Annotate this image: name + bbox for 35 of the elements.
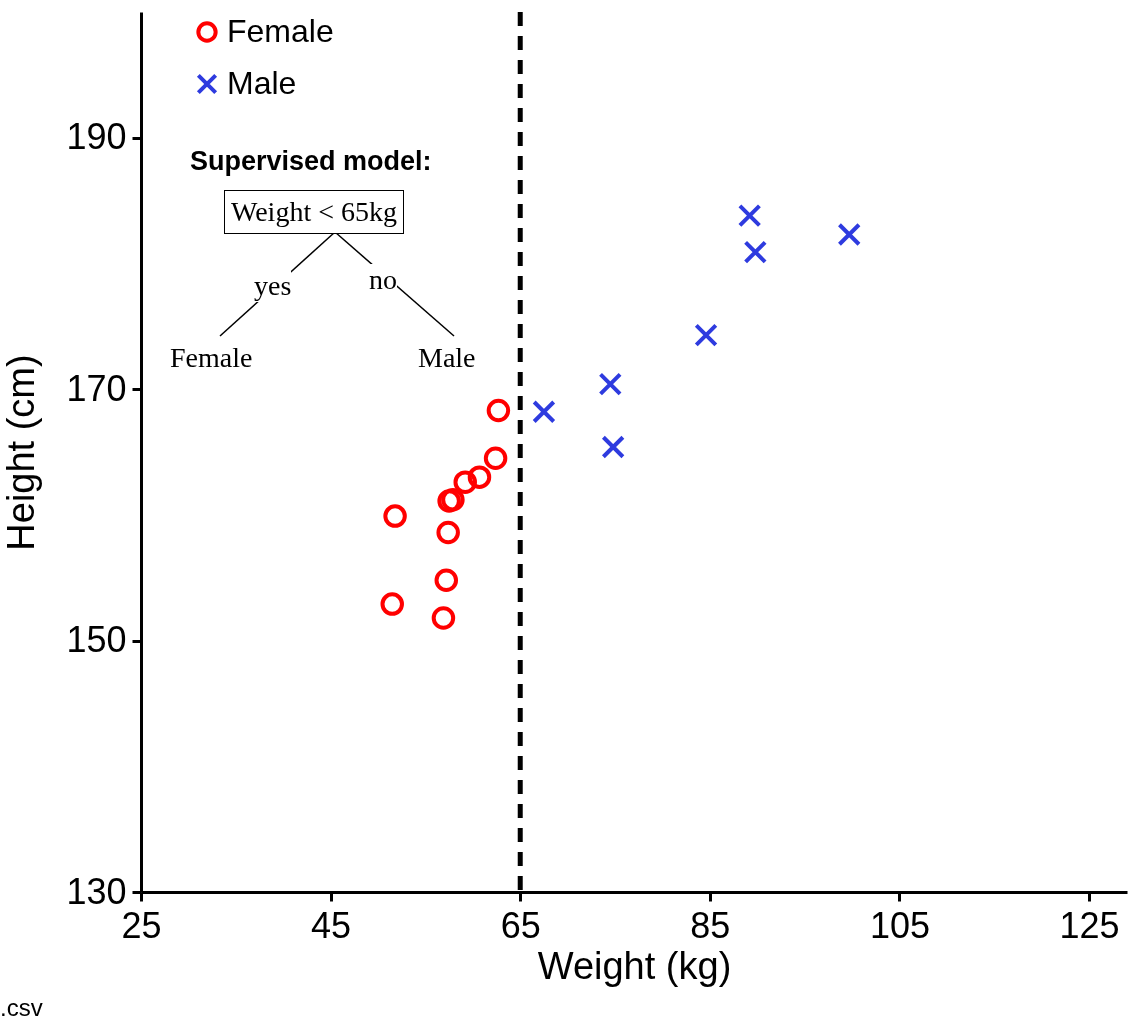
- point: [694, 323, 718, 347]
- x-axis-title: Weight (kg): [537, 944, 732, 987]
- point: [436, 520, 460, 545]
- annotation: yes: [254, 270, 292, 302]
- annotation: Supervised model:: [190, 146, 432, 177]
- point: [601, 435, 625, 459]
- point: [743, 240, 768, 264]
- point: [737, 203, 762, 228]
- legend-label: Female: [227, 13, 334, 49]
- point: [532, 400, 556, 424]
- point: [486, 398, 511, 423]
- y-tick-label: 170: [66, 367, 127, 409]
- x-tick-label: 105: [869, 904, 930, 946]
- point: [434, 568, 459, 592]
- point: [598, 372, 623, 396]
- point: [467, 465, 492, 489]
- point: [383, 504, 407, 528]
- y-tick-label: 190: [66, 116, 127, 158]
- annotation: no: [369, 264, 397, 296]
- point: [837, 222, 861, 247]
- legend-label: Male: [227, 65, 297, 101]
- annotation: Male: [418, 342, 476, 374]
- annotation: Weight < 65kg: [224, 190, 404, 234]
- point: [453, 470, 477, 494]
- x-tick-label: 85: [690, 904, 731, 946]
- point: [431, 606, 456, 630]
- annotation: Female: [170, 342, 253, 374]
- x-tick-label: 45: [311, 904, 352, 946]
- y-tick-label: 150: [66, 619, 127, 661]
- text: .csv: [0, 994, 43, 1017]
- y-axis-title: Height (cm): [0, 354, 42, 551]
- point: [483, 446, 508, 471]
- x-tick-label: 65: [500, 904, 541, 946]
- point: [380, 592, 404, 616]
- x-tick-label: 125: [1059, 904, 1120, 946]
